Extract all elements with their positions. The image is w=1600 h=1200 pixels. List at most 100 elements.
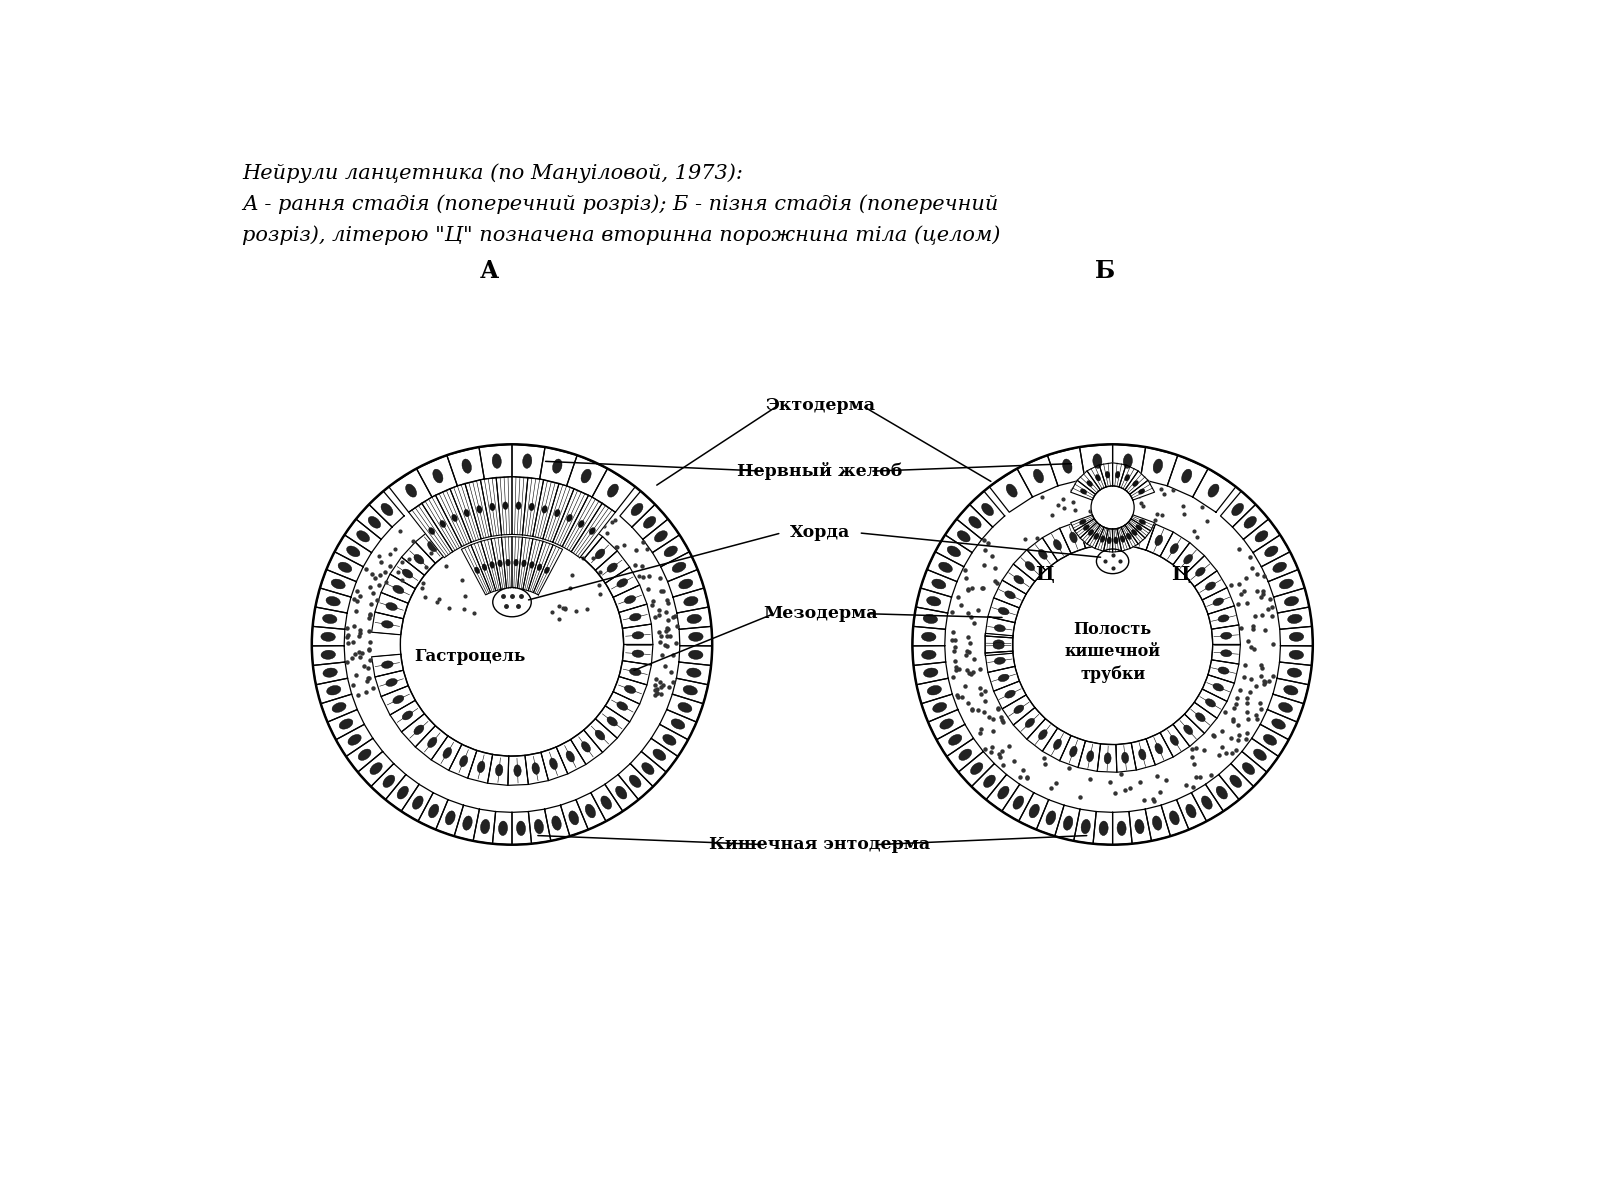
Polygon shape xyxy=(914,607,947,629)
Ellipse shape xyxy=(1026,562,1035,571)
Ellipse shape xyxy=(923,614,938,624)
Polygon shape xyxy=(418,793,448,829)
Ellipse shape xyxy=(429,528,435,534)
Polygon shape xyxy=(320,694,357,722)
Ellipse shape xyxy=(1253,749,1266,761)
Circle shape xyxy=(400,533,624,756)
Polygon shape xyxy=(622,644,653,665)
Ellipse shape xyxy=(347,734,362,745)
Polygon shape xyxy=(661,552,698,582)
Ellipse shape xyxy=(643,516,656,528)
Polygon shape xyxy=(1208,606,1238,629)
Polygon shape xyxy=(402,714,435,746)
Ellipse shape xyxy=(323,614,338,624)
Ellipse shape xyxy=(922,650,936,659)
Ellipse shape xyxy=(1213,684,1224,691)
Polygon shape xyxy=(914,662,949,685)
Polygon shape xyxy=(1194,571,1227,600)
Polygon shape xyxy=(571,730,603,764)
Ellipse shape xyxy=(670,719,685,730)
Ellipse shape xyxy=(443,530,451,541)
Polygon shape xyxy=(557,739,586,774)
Polygon shape xyxy=(1173,714,1205,746)
Ellipse shape xyxy=(1026,719,1035,727)
Polygon shape xyxy=(1077,470,1101,494)
Polygon shape xyxy=(528,541,554,593)
Polygon shape xyxy=(493,811,512,845)
Ellipse shape xyxy=(1202,796,1213,809)
Polygon shape xyxy=(523,478,544,536)
Polygon shape xyxy=(642,738,678,772)
Polygon shape xyxy=(525,504,549,536)
Ellipse shape xyxy=(406,484,416,497)
Polygon shape xyxy=(986,652,1014,672)
Polygon shape xyxy=(571,503,616,558)
Ellipse shape xyxy=(1120,535,1125,542)
Polygon shape xyxy=(643,520,680,552)
Polygon shape xyxy=(528,809,550,844)
Polygon shape xyxy=(677,607,712,629)
Ellipse shape xyxy=(1080,520,1086,524)
Ellipse shape xyxy=(686,668,701,677)
Polygon shape xyxy=(1122,526,1138,548)
Polygon shape xyxy=(1070,480,1096,500)
Polygon shape xyxy=(474,809,496,844)
Ellipse shape xyxy=(566,751,574,762)
Ellipse shape xyxy=(1005,590,1016,599)
Ellipse shape xyxy=(947,546,960,557)
Ellipse shape xyxy=(1099,821,1109,835)
Polygon shape xyxy=(1080,444,1112,479)
Polygon shape xyxy=(542,484,574,542)
Ellipse shape xyxy=(357,530,370,542)
Ellipse shape xyxy=(1106,472,1110,478)
Polygon shape xyxy=(619,604,651,629)
Ellipse shape xyxy=(322,632,336,641)
Ellipse shape xyxy=(370,763,382,774)
Polygon shape xyxy=(480,478,501,536)
Polygon shape xyxy=(1112,811,1133,845)
Polygon shape xyxy=(381,685,416,715)
Polygon shape xyxy=(1176,793,1206,829)
Ellipse shape xyxy=(459,522,467,534)
Polygon shape xyxy=(915,588,952,613)
Ellipse shape xyxy=(477,761,485,773)
Polygon shape xyxy=(926,552,963,582)
Polygon shape xyxy=(512,476,528,535)
Polygon shape xyxy=(512,536,523,588)
Ellipse shape xyxy=(1264,546,1278,557)
Ellipse shape xyxy=(994,625,1005,631)
Ellipse shape xyxy=(499,821,507,835)
Ellipse shape xyxy=(994,658,1005,665)
Ellipse shape xyxy=(1101,535,1106,542)
Ellipse shape xyxy=(1131,529,1138,535)
Polygon shape xyxy=(971,763,1006,799)
Polygon shape xyxy=(1221,491,1256,527)
Ellipse shape xyxy=(381,620,394,628)
Polygon shape xyxy=(1160,532,1190,565)
Ellipse shape xyxy=(326,685,341,695)
Ellipse shape xyxy=(581,742,590,752)
Polygon shape xyxy=(613,584,646,612)
Ellipse shape xyxy=(414,725,424,734)
Text: Нервный желоб: Нервный желоб xyxy=(738,462,902,480)
Ellipse shape xyxy=(686,614,701,624)
Polygon shape xyxy=(1074,809,1096,844)
Polygon shape xyxy=(1104,528,1112,552)
Text: Ц: Ц xyxy=(1035,566,1054,584)
Ellipse shape xyxy=(386,678,397,686)
Polygon shape xyxy=(1267,694,1304,722)
Polygon shape xyxy=(544,805,570,841)
Ellipse shape xyxy=(414,554,424,564)
Ellipse shape xyxy=(1122,526,1128,536)
Ellipse shape xyxy=(1038,730,1048,739)
Polygon shape xyxy=(507,755,528,785)
Ellipse shape xyxy=(413,796,422,809)
Ellipse shape xyxy=(632,650,643,658)
Ellipse shape xyxy=(1274,562,1286,572)
Ellipse shape xyxy=(480,820,490,834)
Polygon shape xyxy=(622,624,653,644)
Polygon shape xyxy=(1094,527,1109,551)
Text: Полость
кишечной
трубки: Полость кишечной трубки xyxy=(1064,622,1160,683)
Polygon shape xyxy=(912,646,946,666)
Ellipse shape xyxy=(1082,820,1090,834)
